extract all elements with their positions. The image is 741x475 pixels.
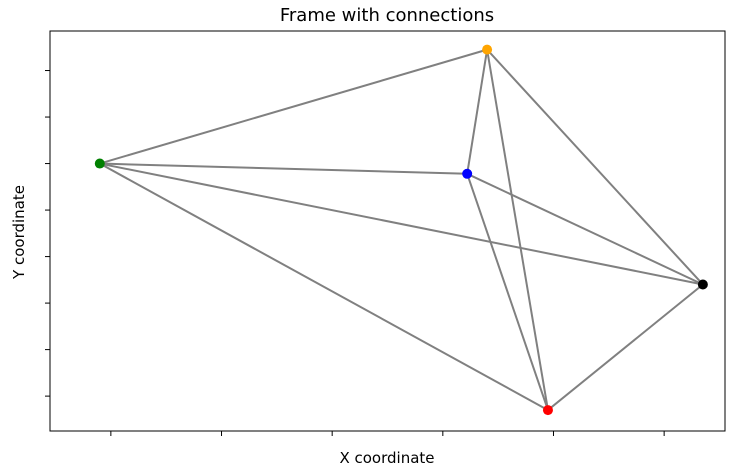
- connection-line: [99, 162, 468, 175]
- data-point: [94, 158, 105, 169]
- connection-line: [486, 48, 704, 286]
- connection-line: [466, 172, 704, 286]
- connection-line: [466, 173, 549, 411]
- y-ticks: [45, 70, 50, 397]
- data-point: [462, 168, 473, 179]
- connection-line: [486, 49, 549, 411]
- connection-line: [99, 162, 549, 411]
- edges-layer: [99, 48, 704, 411]
- chart-title: Frame with connections: [280, 5, 494, 26]
- points-layer: [94, 44, 708, 416]
- connection-line: [99, 162, 704, 286]
- plot-frame: [49, 30, 726, 432]
- data-point: [697, 279, 708, 290]
- connection-line: [99, 48, 488, 165]
- x-axis-label: X coordinate: [339, 449, 434, 467]
- connection-line: [547, 283, 704, 411]
- connection-line: [466, 49, 489, 174]
- data-point: [482, 44, 493, 55]
- x-ticks: [110, 431, 665, 436]
- data-point: [542, 405, 553, 416]
- y-axis-label: Y coordinate: [10, 185, 28, 280]
